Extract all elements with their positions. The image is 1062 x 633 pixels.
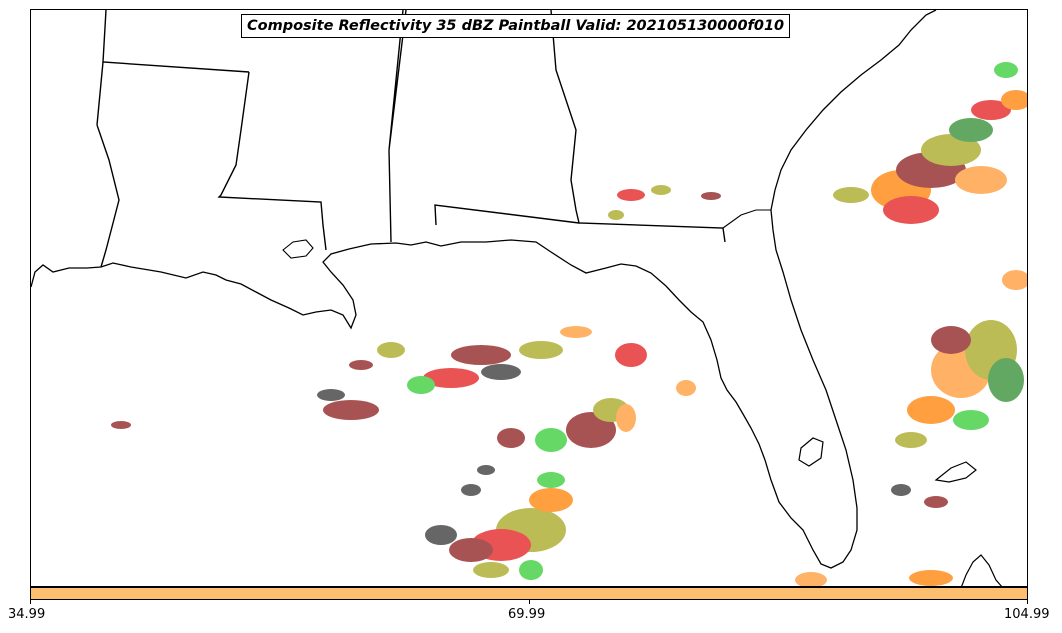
paintball-cluster-georgia-coast <box>833 62 1027 224</box>
colorbar-tick-label-max: 104.99 <box>1004 607 1050 622</box>
colorbar <box>30 587 1028 600</box>
paintball-cluster-gulf-north <box>111 326 647 429</box>
state-borders <box>96 10 726 268</box>
cuba-coast <box>934 461 1003 586</box>
colorbar-tick-label-min: 34.99 <box>8 607 46 622</box>
paintball-cluster-atlantic <box>891 270 1027 586</box>
atlantic-coast-detail <box>722 209 771 229</box>
colorbar-tick-max <box>1027 600 1028 604</box>
gulf-coastline <box>31 10 937 569</box>
colorbar-tick-mid <box>529 600 530 604</box>
colorbar-tick-label-mid: 69.99 <box>508 607 546 622</box>
paintball-cluster-gulf-south <box>425 398 636 580</box>
map-canvas <box>31 10 1027 586</box>
colorbar-tick-min <box>30 600 31 604</box>
map-panel <box>30 9 1028 587</box>
island <box>798 437 824 467</box>
paintball-cluster-inland <box>608 185 827 586</box>
lake-pontchartrain <box>282 239 314 259</box>
map-title: Composite Reflectivity 35 dBZ Paintball … <box>241 14 791 38</box>
